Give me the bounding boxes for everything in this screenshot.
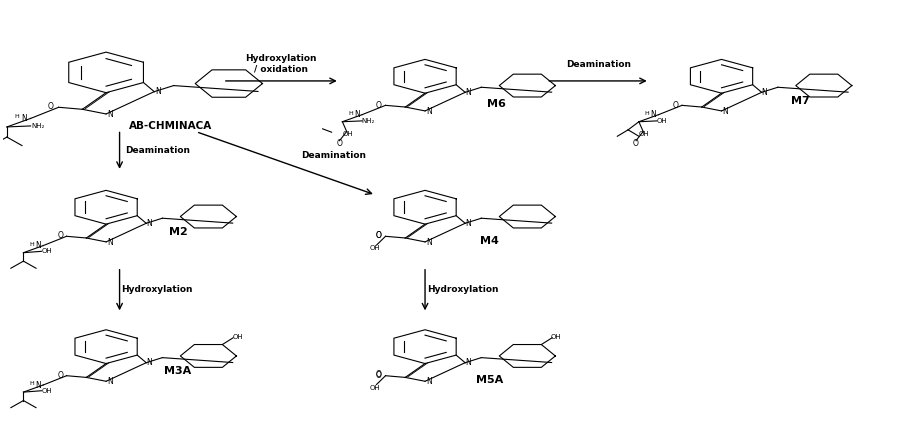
Text: N: N xyxy=(465,219,470,228)
Text: O: O xyxy=(672,101,678,110)
Text: N: N xyxy=(425,107,431,116)
Text: Deamination: Deamination xyxy=(301,151,366,160)
Text: OH: OH xyxy=(369,245,379,251)
Text: N: N xyxy=(35,241,41,250)
Text: N: N xyxy=(35,380,41,389)
Text: N: N xyxy=(425,377,431,386)
Text: H: H xyxy=(348,111,353,116)
Text: H: H xyxy=(14,114,19,119)
Text: M2: M2 xyxy=(169,227,187,237)
Text: OH: OH xyxy=(551,334,561,340)
Text: O: O xyxy=(376,370,382,379)
Text: M5A: M5A xyxy=(476,375,503,386)
Text: Deamination: Deamination xyxy=(565,59,630,68)
Text: OH: OH xyxy=(232,334,243,340)
Text: H: H xyxy=(644,111,648,116)
Text: Hydroxylation
/ oxidation: Hydroxylation / oxidation xyxy=(246,54,317,74)
Text: M6: M6 xyxy=(487,99,506,109)
Text: N: N xyxy=(761,88,767,97)
Text: Hydroxylation: Hydroxylation xyxy=(121,285,193,294)
Text: O: O xyxy=(632,139,638,148)
Text: O: O xyxy=(376,101,382,110)
Text: O: O xyxy=(376,371,382,380)
Text: O: O xyxy=(48,102,54,111)
Text: OH: OH xyxy=(638,131,649,137)
Text: M4: M4 xyxy=(479,236,498,246)
Text: AB-CHMINACA: AB-CHMINACA xyxy=(129,121,212,131)
Text: O: O xyxy=(336,139,342,148)
Text: O: O xyxy=(57,232,63,241)
Text: N: N xyxy=(354,110,359,119)
Text: N: N xyxy=(650,110,656,119)
Text: M7: M7 xyxy=(790,96,809,106)
Text: N: N xyxy=(465,88,470,97)
Text: N: N xyxy=(22,114,27,123)
Text: N: N xyxy=(107,238,113,247)
Text: Hydroxylation: Hydroxylation xyxy=(426,285,498,294)
Text: N: N xyxy=(721,107,727,116)
Text: OH: OH xyxy=(656,118,666,124)
Text: O: O xyxy=(376,232,382,241)
Text: O: O xyxy=(57,371,63,380)
Text: O: O xyxy=(376,231,382,240)
Text: OH: OH xyxy=(41,248,51,254)
Text: N: N xyxy=(465,358,470,367)
Text: H: H xyxy=(29,381,34,386)
Text: N: N xyxy=(425,238,431,247)
Text: OH: OH xyxy=(342,131,353,137)
Text: M3A: M3A xyxy=(164,366,191,376)
Text: H: H xyxy=(29,242,34,247)
Text: N: N xyxy=(146,358,152,367)
Text: OH: OH xyxy=(41,388,51,394)
Text: N: N xyxy=(107,110,113,119)
Text: OH: OH xyxy=(369,384,379,390)
Text: N: N xyxy=(154,87,161,96)
Text: NH₂: NH₂ xyxy=(32,123,44,129)
Text: Deamination: Deamination xyxy=(125,146,190,155)
Text: N: N xyxy=(107,377,113,386)
Text: NH₂: NH₂ xyxy=(361,118,375,124)
Text: N: N xyxy=(146,219,152,228)
